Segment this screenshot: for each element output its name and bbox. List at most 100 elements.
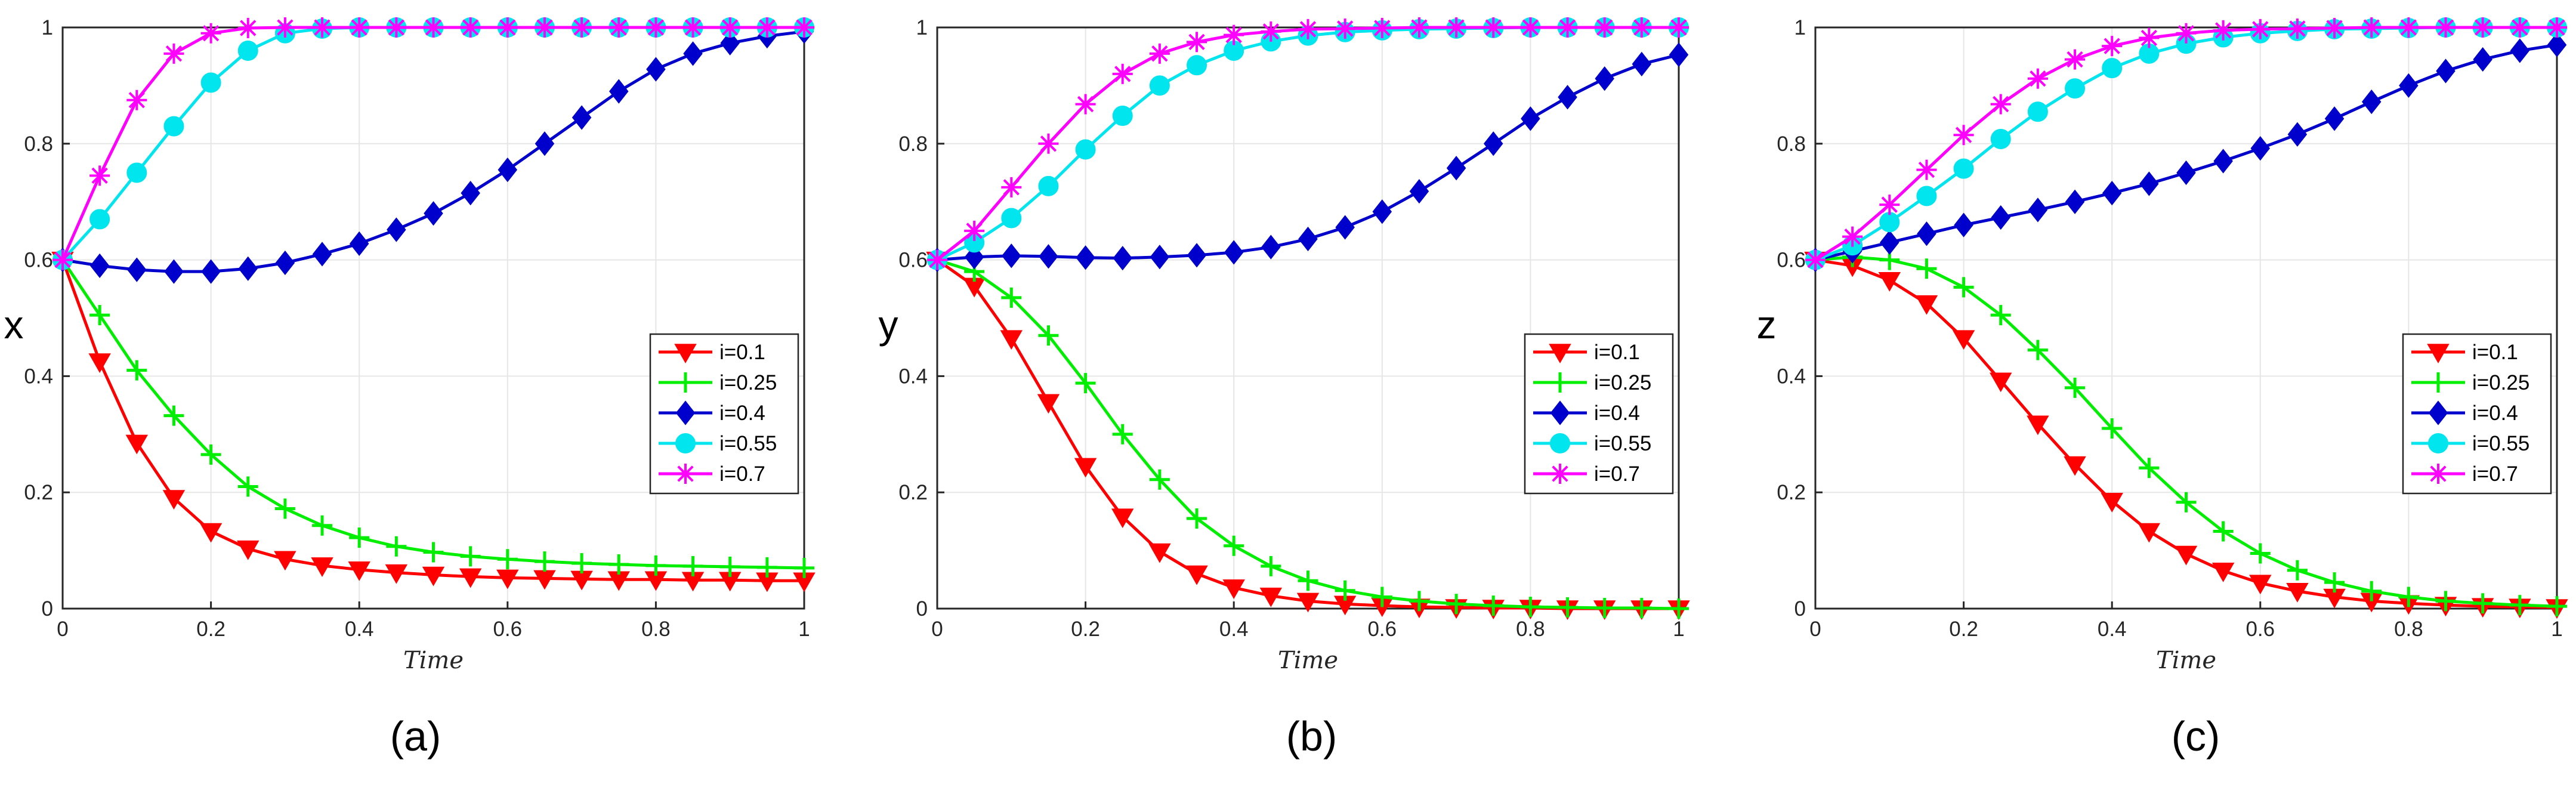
y-tick-label: 0.8 [1777,132,1806,156]
data-point [1483,595,1504,616]
data-point [275,250,295,276]
data-point [1038,175,1059,196]
data-point [1074,458,1097,478]
data-point [2064,456,2086,476]
panel-caption: (a) [390,713,441,760]
data-point [2027,68,2048,89]
data-point [1224,24,1244,45]
data-point [1805,249,1826,270]
y-tick-label: 1 [42,16,53,39]
data-point [1916,159,1937,180]
x-tick-label: 0.4 [1219,618,1249,641]
data-point [2287,122,2308,147]
data-point [1991,205,2011,230]
data-point [794,17,814,38]
data-point [2102,36,2123,57]
data-point [2287,560,2308,581]
x-tick-label: 0.8 [1516,618,1545,641]
data-point [2139,27,2160,48]
legend-marker [1550,400,1570,425]
data-point [201,259,221,284]
data-point [720,30,740,55]
data-point [2547,17,2567,38]
data-point [1631,17,1652,38]
legend-label: i=0.1 [1594,341,1640,364]
data-point [1149,75,1170,96]
legend-marker [1549,344,1571,364]
data-point [200,72,221,93]
data-point [1038,325,1059,346]
chart-panel-2: 0 0.2 0.4 0.6 0.8 1 0 0.2 0.4 0.6 0.8 1 y Time (b) i=0.… [879,16,1690,760]
data-point [89,305,110,326]
x-tick-label: 0 [931,618,943,641]
data-point [460,546,481,567]
data-point [1669,598,1689,619]
data-point [1075,139,1096,160]
x-tick-label: 0.4 [345,618,374,641]
data-point [163,116,184,137]
data-point [349,231,369,256]
data-point [682,17,703,38]
data-point [1953,125,1974,146]
data-point [1075,373,1096,394]
data-point [1150,245,1170,270]
data-point [199,523,223,543]
data-point [1372,587,1392,607]
data-point [348,561,370,581]
legend-label: i=0.55 [719,432,777,455]
legend-marker [1550,464,1570,484]
data-point [312,17,333,38]
x-tick-label: 0.8 [2394,618,2423,641]
data-point [1224,535,1244,556]
legend-marker [2428,372,2448,393]
data-point [1298,226,1318,252]
y-tick-label: 0.2 [898,481,928,504]
data-point [1953,277,1974,298]
data-point [719,556,740,577]
data-point [1954,212,1973,237]
data-point [1879,212,1900,233]
data-point [1335,215,1355,240]
data-point [1916,186,1937,206]
data-point [1842,226,1863,247]
data-point [964,220,985,241]
data-point [163,43,184,64]
data-point [1076,245,1095,270]
data-point [2510,38,2530,63]
data-point [274,17,295,38]
legend-label: i=0.25 [2472,371,2529,394]
data-point [1409,591,1429,612]
data-point [1409,179,1429,204]
data-point [2139,458,2160,479]
data-point [1335,580,1355,601]
y-tick-label: 0 [42,597,53,621]
data-point [2139,171,2159,196]
data-point [126,89,147,110]
plot-area [1815,27,2557,609]
legend-label: i=0.25 [1594,371,1651,394]
data-point [1880,230,1899,255]
data-point [238,256,258,281]
data-point [1953,158,1974,179]
data-point [424,201,443,226]
legend-label: i=0.7 [1594,462,1640,486]
y-tick-label: 0.6 [898,249,928,272]
data-point [2102,58,2123,79]
plot-area [63,27,804,609]
data-point [127,257,147,282]
data-point [2176,160,2196,186]
data-point [2361,581,2382,601]
data-point [1990,305,2011,326]
data-point [1594,17,1615,38]
data-point [1261,21,1281,42]
data-point [311,557,333,577]
legend-marker [2428,433,2448,453]
y-tick-label: 0.6 [1777,249,1806,272]
y-tick-label: 0.8 [24,132,53,156]
data-point [534,551,555,572]
data-point [572,17,592,38]
data-point [2324,106,2345,131]
data-point [2324,17,2345,38]
data-point [1990,129,2011,150]
data-point [646,57,666,82]
